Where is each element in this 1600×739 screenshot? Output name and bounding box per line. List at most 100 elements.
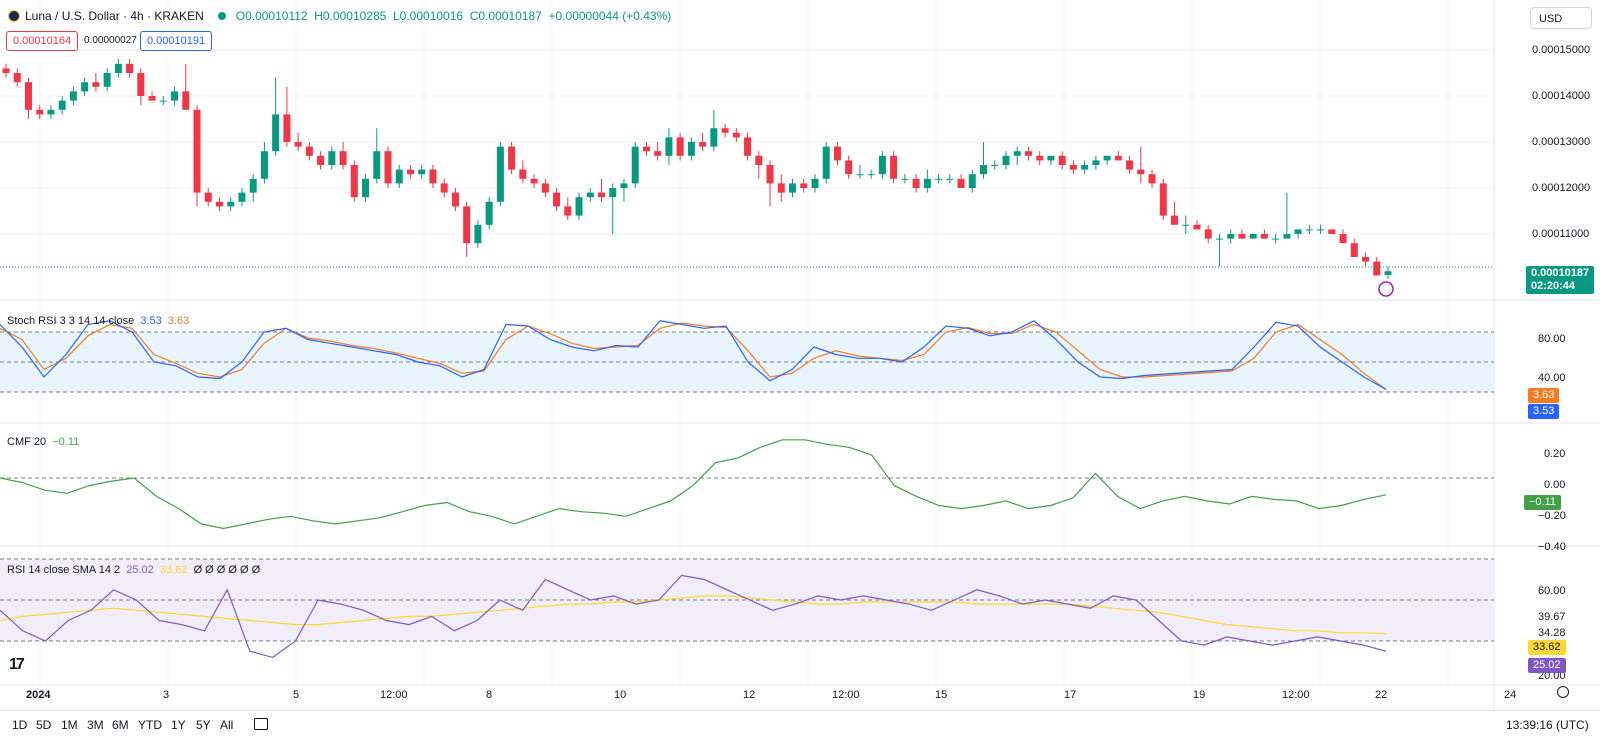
candle-body <box>946 178 954 180</box>
timeframe-1y[interactable]: 1Y <box>171 718 186 732</box>
sell-button[interactable]: 0.00010164 <box>6 31 79 51</box>
timeframe-5d[interactable]: 5D <box>36 718 52 732</box>
candle-body <box>508 146 516 170</box>
candle-body <box>721 128 729 133</box>
stoch-k-value: 3.53 <box>140 315 162 327</box>
stoch-d-value: 3.63 <box>167 315 190 327</box>
candle-body <box>732 132 740 138</box>
rsi-legend[interactable]: RSI 14 close SMA 14 2 25.02 33.62 Ø Ø Ø … <box>7 564 260 576</box>
candle-body <box>36 109 44 115</box>
timeframe-1d[interactable]: 1D <box>12 718 28 732</box>
stoch-rsi-label: Stoch RSI 3 3 14 14 close <box>7 315 135 327</box>
candle-body <box>384 151 392 184</box>
candle-body <box>553 192 561 207</box>
candle-body <box>1362 257 1370 262</box>
candle-body <box>395 169 403 184</box>
time-axis-label: 10 <box>614 689 627 701</box>
candle-body <box>58 100 66 110</box>
candle-body <box>1081 165 1089 170</box>
settings-gear-icon[interactable] <box>1557 686 1569 698</box>
timeframe-ytd[interactable]: YTD <box>138 718 162 732</box>
candle-body <box>148 96 156 101</box>
candle-body <box>260 151 268 179</box>
rsi-sma-value: 33.62 <box>159 564 188 576</box>
candle-body <box>1024 151 1032 156</box>
date-range-calendar-icon[interactable] <box>254 718 268 730</box>
candle-body <box>283 114 291 142</box>
symbol-legend: Luna / U.S. Dollar · 4h · KRAKEN O0.0001… <box>8 9 671 23</box>
tradingview-logo[interactable]: 17 <box>9 656 25 673</box>
candle-body <box>463 206 471 244</box>
currency-select[interactable]: USD <box>1530 7 1592 29</box>
candle-body <box>238 192 246 202</box>
cmf-legend[interactable]: CMF 20 −0.11 <box>7 436 79 448</box>
candle-body <box>2 68 10 73</box>
price-axis-label: 0.00015000 <box>1532 44 1591 56</box>
timeframe-5y[interactable]: 5Y <box>196 718 211 732</box>
candle-body <box>24 82 32 110</box>
rsi-extra-values: Ø Ø Ø Ø Ø Ø <box>193 564 261 576</box>
timeframe-1m[interactable]: 1M <box>61 718 78 732</box>
cmf-line <box>0 439 1387 530</box>
candle-body <box>339 151 347 165</box>
candle-body <box>586 192 594 198</box>
market-status-icon[interactable] <box>217 12 226 20</box>
cmf-value: −0.11 <box>52 436 80 448</box>
candle-body <box>901 178 909 180</box>
candle-body <box>564 206 572 216</box>
candle-body <box>1126 160 1134 170</box>
timeframe-all[interactable]: All <box>220 718 234 732</box>
cmf-axis-label: −0.20 <box>1538 510 1566 522</box>
stoch-axis-label: 80.00 <box>1538 333 1566 345</box>
symbol-title[interactable]: Luna / U.S. Dollar · 4h · KRAKEN <box>25 9 204 23</box>
candle-body <box>755 155 763 165</box>
candle-body <box>429 169 437 184</box>
stoch-k-tag: 3.53 <box>1528 404 1560 419</box>
candle-body <box>1137 169 1145 175</box>
candle-body <box>305 146 313 156</box>
candle-body <box>1384 271 1392 275</box>
candle-body <box>193 109 201 193</box>
candle-body <box>103 73 111 87</box>
utc-clock[interactable]: 13:39:16 (UTC) <box>1506 718 1589 732</box>
candle-body <box>474 224 482 244</box>
price-axis-label: 0.00013000 <box>1532 136 1591 148</box>
candle-body <box>227 201 235 207</box>
candle-body <box>935 178 943 180</box>
candle-body <box>1339 234 1347 244</box>
candle-body <box>957 178 965 188</box>
candle-body <box>69 91 77 101</box>
candle-body <box>1002 155 1010 165</box>
timeframe-6m[interactable]: 6M <box>112 718 129 732</box>
rsi-axis-label: 20.00 <box>1538 670 1566 682</box>
candle-body <box>47 109 55 115</box>
candle-body <box>317 155 325 165</box>
candle-body <box>418 169 426 175</box>
timeframe-3m[interactable]: 3M <box>87 718 104 732</box>
buy-button[interactable]: 0.00010191 <box>140 31 213 51</box>
candle-body <box>654 151 662 156</box>
candle-body <box>710 128 718 147</box>
candle-body <box>406 169 414 175</box>
candle-body <box>878 155 886 175</box>
candle-body <box>249 178 257 193</box>
time-axis-label: 12 <box>743 689 756 701</box>
candle-body <box>1305 229 1313 231</box>
lightning-icon <box>1378 281 1394 297</box>
candle-body <box>642 146 650 152</box>
stoch-rsi-legend[interactable]: Stoch RSI 3 3 14 14 close 3.53 3.63 <box>7 315 189 327</box>
candle-body <box>294 142 302 147</box>
candle-body <box>1114 155 1122 161</box>
candle-body <box>609 188 617 198</box>
rsi-axis-label: 60.00 <box>1538 585 1566 597</box>
candle-body <box>215 201 223 207</box>
candle-body <box>92 82 100 87</box>
candle-body <box>126 63 134 73</box>
cmf-axis-label: 0.00 <box>1544 479 1566 491</box>
candle-body <box>1171 215 1179 225</box>
rsi-axis-label: 39.67 <box>1538 611 1566 623</box>
candle-body <box>328 151 336 165</box>
candle-body <box>171 91 179 101</box>
time-axis-label: 24 <box>1504 689 1517 701</box>
